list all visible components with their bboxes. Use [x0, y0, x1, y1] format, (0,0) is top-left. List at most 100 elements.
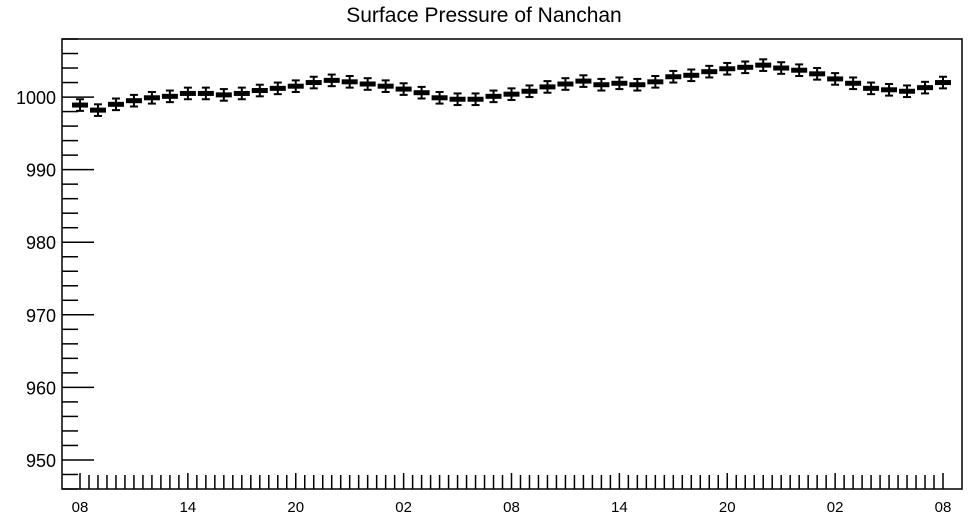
point-marker — [449, 96, 466, 102]
point-marker — [881, 87, 898, 93]
point-marker — [647, 79, 664, 85]
point-marker — [72, 102, 88, 108]
data-point — [89, 103, 106, 117]
data-point — [827, 72, 844, 86]
point-marker — [359, 81, 376, 87]
x-tick-label: 08 — [935, 499, 952, 516]
point-marker — [251, 88, 268, 94]
chart-title: Surface Pressure of Nanchan — [346, 4, 622, 27]
data-point — [575, 74, 592, 88]
data-point — [107, 97, 124, 112]
data-point — [72, 98, 88, 112]
x-tick-label: 20 — [719, 499, 736, 516]
y-tick-label: 970 — [26, 306, 56, 326]
y-tick-label: 960 — [26, 378, 56, 398]
point-marker — [593, 82, 610, 88]
data-point — [863, 81, 880, 96]
point-marker — [521, 88, 538, 94]
point-marker — [233, 90, 250, 96]
point-marker — [773, 65, 790, 71]
data-point — [287, 79, 304, 93]
data-point — [737, 60, 754, 75]
data-point — [431, 90, 448, 105]
data-point — [341, 75, 358, 89]
data-point — [197, 86, 214, 101]
data-point — [413, 85, 430, 100]
point-marker — [485, 93, 502, 99]
point-marker — [143, 95, 160, 101]
y-tick-label: 1000 — [16, 88, 56, 108]
y-tick-label: 980 — [26, 233, 56, 253]
point-marker — [431, 95, 448, 101]
point-marker — [683, 72, 700, 78]
point-marker — [845, 80, 862, 86]
data-point — [179, 86, 196, 101]
point-marker — [107, 101, 124, 107]
data-point — [557, 77, 574, 91]
data-point — [449, 92, 466, 107]
data-point — [917, 80, 934, 95]
point-marker — [395, 86, 412, 92]
point-marker — [179, 90, 196, 96]
data-point — [935, 75, 951, 90]
point-marker — [503, 91, 520, 97]
data-point — [251, 83, 268, 98]
data-point — [719, 61, 736, 76]
data-point — [521, 84, 538, 99]
point-marker — [557, 81, 574, 87]
data-point — [611, 76, 628, 91]
point-marker — [629, 82, 646, 88]
data-point — [647, 75, 664, 89]
point-marker — [125, 98, 142, 104]
y-axis: 950 960 970 980 990 1000 — [16, 38, 94, 490]
point-marker — [575, 78, 592, 84]
data-point — [161, 89, 178, 104]
data-point — [377, 79, 394, 93]
point-marker — [827, 76, 844, 82]
point-marker — [323, 77, 340, 83]
point-marker — [611, 80, 628, 86]
point-marker — [89, 107, 106, 113]
data-point — [899, 84, 916, 99]
data-point — [503, 87, 520, 101]
data-point — [485, 89, 502, 104]
data-point — [809, 67, 826, 81]
x-tick-label: 02 — [827, 499, 844, 516]
data-point — [269, 81, 286, 96]
data-point — [359, 77, 376, 91]
x-tick-label: 20 — [287, 499, 304, 516]
data-point — [233, 86, 250, 101]
point-marker — [539, 84, 556, 90]
x-tick-label: 08 — [503, 499, 520, 516]
data-point — [593, 77, 610, 92]
data-point — [683, 68, 700, 83]
point-marker — [791, 67, 808, 73]
x-axis: 08 14 20 02 08 14 20 02 08 — [72, 473, 952, 516]
data-point — [845, 76, 862, 91]
data-point — [755, 58, 772, 72]
point-marker — [287, 83, 304, 89]
x-tick-label: 02 — [395, 499, 412, 516]
point-marker — [917, 85, 934, 91]
point-marker — [161, 93, 178, 99]
point-marker — [305, 80, 322, 86]
plot-frame — [61, 38, 963, 490]
data-point — [305, 75, 322, 90]
point-marker — [755, 62, 772, 68]
data-point — [143, 90, 160, 105]
point-marker — [215, 92, 232, 98]
data-point — [395, 82, 412, 96]
data-point — [665, 69, 682, 84]
x-tick-label: 14 — [611, 499, 628, 516]
x-tick-label: 08 — [72, 499, 89, 516]
data-point — [467, 92, 484, 107]
point-marker — [269, 85, 286, 91]
point-marker — [413, 90, 430, 96]
point-marker — [467, 96, 484, 102]
point-marker — [701, 69, 718, 75]
y-tick-label: 990 — [26, 161, 56, 181]
data-point — [629, 77, 646, 92]
point-marker — [809, 71, 826, 77]
data-points — [72, 58, 951, 117]
y-tick-label: 950 — [26, 451, 56, 471]
